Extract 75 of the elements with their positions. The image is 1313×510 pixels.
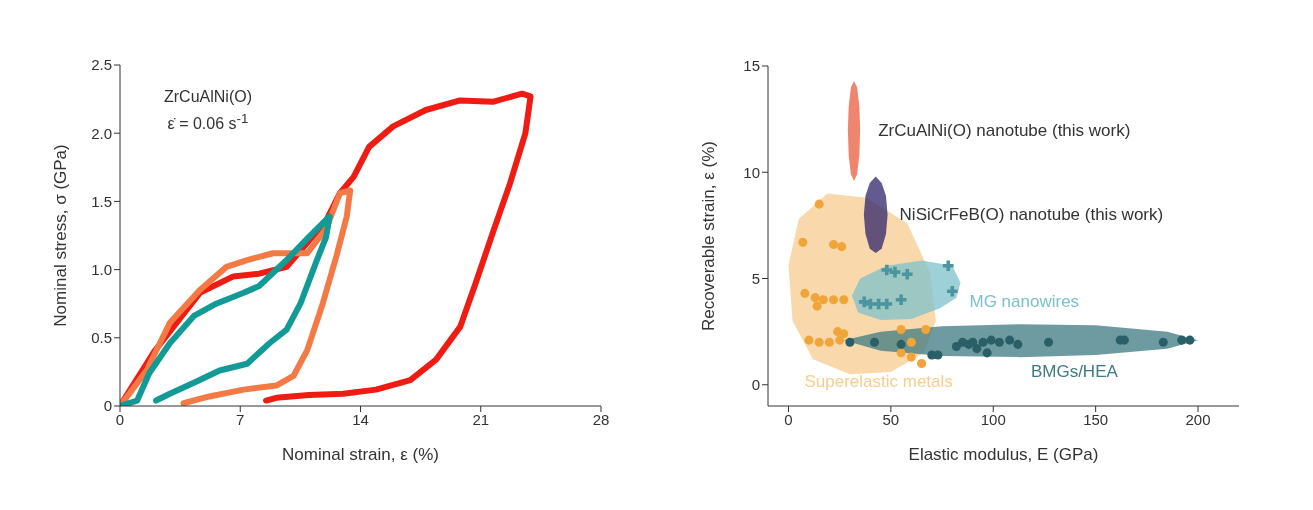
- point: [906, 337, 916, 347]
- point: [869, 337, 879, 347]
- y-tick-label: 2.5: [91, 56, 112, 74]
- x-tick-label: 150: [1083, 410, 1109, 428]
- point: [1158, 337, 1168, 347]
- point: [881, 298, 893, 310]
- y-tick-label: 2.0: [91, 124, 112, 142]
- series-label: MG nanowires: [969, 292, 1080, 313]
- series-label: BMGs/HEA: [1030, 362, 1118, 383]
- point: [896, 324, 906, 335]
- point: [1013, 339, 1023, 349]
- point: [896, 348, 906, 358]
- x-tick-label: 100: [980, 410, 1006, 428]
- point: [812, 301, 822, 311]
- y-tick-label: 0: [103, 397, 112, 415]
- y-axis-title: Nominal stress, σ (GPa): [51, 144, 71, 327]
- y-tick-label: 5: [751, 269, 760, 287]
- point: [1005, 335, 1015, 345]
- y-axis-title: Recoverable strain, ε (%): [699, 141, 719, 331]
- point: [804, 335, 814, 345]
- point: [829, 239, 839, 250]
- point: [1185, 335, 1195, 345]
- annotation: ZrCuAlNi(O): [164, 87, 252, 107]
- annotation: ε̇ = 0.06 s$^{-1}$: [167, 110, 249, 135]
- x-tick-label: 21: [472, 410, 490, 428]
- point: [951, 341, 961, 352]
- point: [818, 295, 828, 305]
- point: [837, 242, 847, 252]
- x-tick-label: 28: [592, 410, 610, 428]
- y-tick-label: 1.0: [91, 260, 112, 278]
- y-tick-label: 10: [743, 163, 760, 181]
- y-tick-label: 1.5: [91, 192, 112, 210]
- point: [946, 285, 958, 297]
- point: [901, 268, 913, 280]
- series-label: NiSiCrFeB(O) nanotube (this work): [899, 204, 1164, 225]
- x-tick-label: 50: [882, 410, 900, 428]
- point: [814, 199, 824, 209]
- point: [1177, 335, 1187, 345]
- point: [814, 337, 824, 347]
- x-tick-label: 0: [115, 410, 125, 428]
- point: [845, 337, 855, 347]
- series-label: Superelastic metals: [804, 372, 953, 393]
- point: [921, 324, 931, 335]
- point: [824, 337, 834, 347]
- point: [968, 337, 978, 347]
- point: [978, 337, 988, 347]
- point: [839, 329, 849, 339]
- point: [942, 260, 954, 272]
- series-label: ZrCuAlNi(O) nanotube (this work): [878, 120, 1131, 141]
- point: [800, 288, 810, 298]
- point: [829, 295, 839, 305]
- point: [986, 335, 996, 345]
- point: [835, 335, 845, 345]
- y-tick-label: 15: [743, 57, 760, 75]
- point: [839, 295, 849, 305]
- point: [972, 344, 982, 354]
- point: [1044, 337, 1054, 347]
- point: [889, 266, 901, 278]
- point: [917, 358, 927, 369]
- point: [982, 348, 992, 358]
- x-tick-label: 7: [236, 410, 245, 428]
- x-tick-label: 0: [784, 410, 793, 428]
- point: [798, 237, 808, 247]
- x-tick-label: 200: [1185, 410, 1211, 428]
- x-tick-label: 14: [352, 410, 369, 428]
- point: [906, 352, 916, 362]
- x-axis-title: Nominal strain, ε (%): [282, 445, 439, 464]
- x-axis-title: Elastic modulus, E (GPa): [908, 445, 1099, 464]
- point: [810, 293, 820, 303]
- point: [881, 264, 893, 276]
- point: [994, 337, 1004, 347]
- y-tick-label: 0.5: [91, 329, 112, 347]
- y-tick-label: 0: [751, 376, 760, 394]
- point: [895, 294, 907, 306]
- point: [896, 339, 906, 349]
